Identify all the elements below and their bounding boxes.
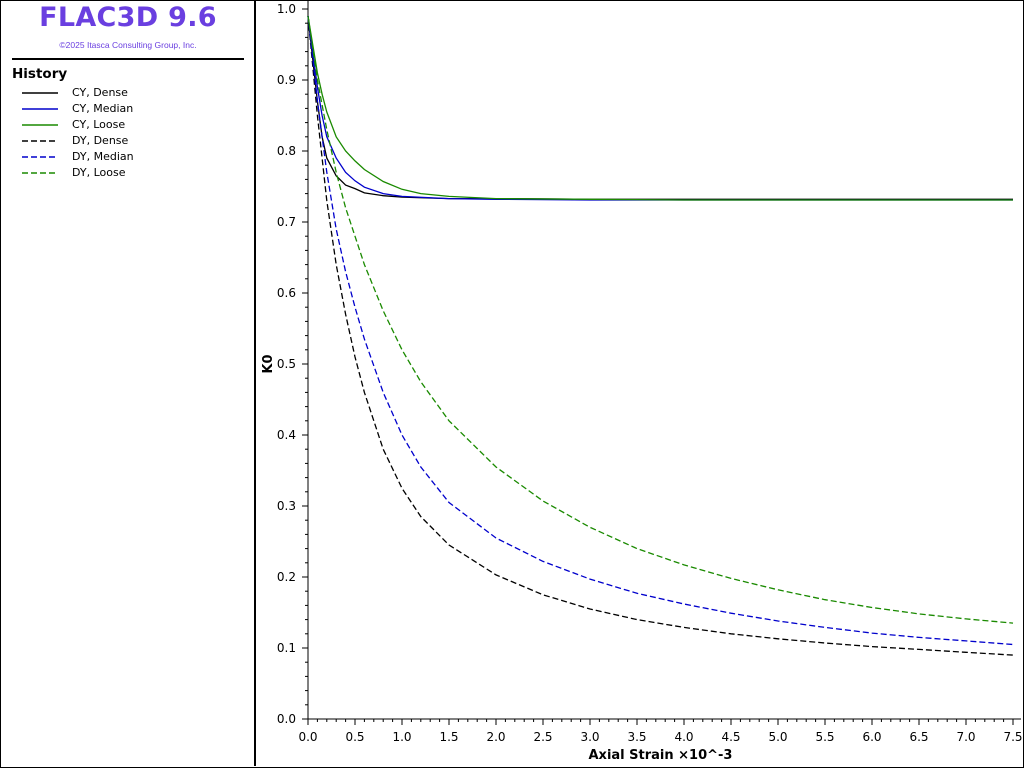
history-heading: History bbox=[12, 66, 68, 82]
y-tick-label: 0.3 bbox=[277, 499, 296, 513]
y-tick-label: 0.2 bbox=[277, 570, 296, 584]
series-line-cy-median bbox=[307, 16, 1013, 201]
series-line-cy-loose bbox=[307, 15, 1013, 201]
legend-swatch bbox=[22, 156, 58, 158]
copyright-text: ©2025 Itasca Consulting Group, Inc. bbox=[59, 40, 197, 50]
x-tick-label: 0.5 bbox=[345, 730, 364, 744]
y-tick-label: 0.0 bbox=[277, 712, 296, 726]
x-tick-label: 3.0 bbox=[580, 730, 599, 744]
y-tick-label: 0.6 bbox=[277, 286, 296, 300]
legend-label: DY, Loose bbox=[72, 166, 126, 179]
app-title: FLAC3D 9.6 bbox=[39, 2, 217, 33]
y-tick-label: 0.9 bbox=[277, 73, 296, 87]
x-tick-label: 7.0 bbox=[956, 730, 975, 744]
legend-label: DY, Dense bbox=[72, 134, 129, 147]
x-tick-label: 6.0 bbox=[862, 730, 881, 744]
y-tick-label: 0.4 bbox=[277, 428, 296, 442]
y-tick-label: 0.1 bbox=[277, 641, 296, 655]
x-tick-label: 2.0 bbox=[486, 730, 505, 744]
legend-item: CY, Dense bbox=[22, 85, 242, 101]
x-tick-label: 5.0 bbox=[768, 730, 787, 744]
x-tick-label: 7.5 bbox=[1003, 730, 1022, 744]
legend-swatch bbox=[22, 92, 58, 94]
y-axis-title: K0 bbox=[261, 354, 276, 373]
y-tick-label: 0.7 bbox=[277, 215, 296, 229]
y-tick-label: 0.5 bbox=[277, 357, 296, 371]
legend-item: DY, Loose bbox=[22, 165, 242, 181]
series-line-dy-loose bbox=[307, 16, 1014, 624]
series-line-dy-median bbox=[307, 16, 1014, 646]
legend-label: CY, Loose bbox=[72, 118, 126, 131]
legend-label: DY, Median bbox=[72, 150, 134, 163]
history-panel: FLAC3D 9.6 ©2025 Itasca Consulting Group… bbox=[0, 0, 256, 766]
legend-item: DY, Dense bbox=[22, 133, 242, 149]
legend-swatch bbox=[22, 140, 58, 142]
x-tick-label: 3.5 bbox=[627, 730, 646, 744]
x-tick-label: 4.0 bbox=[674, 730, 693, 744]
legend-item: CY, Loose bbox=[22, 117, 242, 133]
legend: CY, Dense CY, Median CY, Loose DY, Dense DY,… bbox=[22, 85, 242, 181]
y-tick-label: 1.0 bbox=[277, 2, 296, 16]
x-tick-label: 6.5 bbox=[909, 730, 928, 744]
x-tick-label: 1.5 bbox=[439, 730, 458, 744]
title-divider bbox=[12, 58, 244, 60]
x-tick-label: 5.5 bbox=[815, 730, 834, 744]
legend-swatch bbox=[22, 124, 58, 126]
x-tick-label: 2.5 bbox=[533, 730, 552, 744]
legend-label: CY, Median bbox=[72, 102, 134, 115]
series-line-cy-dense bbox=[307, 16, 1013, 200]
legend-item: DY, Median bbox=[22, 149, 242, 165]
x-tick-label: 1.0 bbox=[392, 730, 411, 744]
x-axis-title: Axial Strain ×10^-3 bbox=[589, 748, 733, 763]
legend-swatch bbox=[22, 108, 58, 110]
series-line-dy-dense bbox=[307, 16, 1014, 656]
x-tick-label: 0.0 bbox=[298, 730, 317, 744]
legend-label: CY, Dense bbox=[72, 86, 128, 99]
x-tick-label: 4.5 bbox=[721, 730, 740, 744]
y-tick-label: 0.8 bbox=[277, 144, 296, 158]
legend-item: CY, Median bbox=[22, 101, 242, 117]
legend-swatch bbox=[22, 172, 58, 174]
